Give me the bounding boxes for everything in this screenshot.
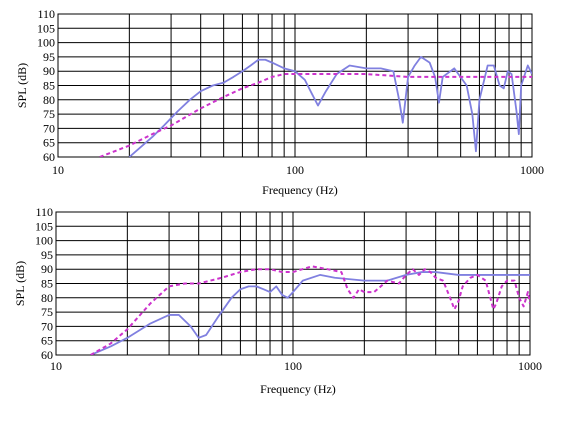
x-tick-label: 10 [52, 163, 64, 177]
y-tick-label: 60 [43, 150, 55, 164]
y-tick-label: 65 [41, 334, 53, 348]
y-tick-label: 110 [35, 205, 53, 219]
x-tick-label: 10 [50, 359, 62, 373]
y-tick-label: 95 [43, 50, 55, 64]
y-tick-label: 90 [41, 262, 53, 276]
y-tick-label: 80 [43, 93, 55, 107]
y-tick-label: 75 [41, 305, 53, 319]
y-tick-label: 105 [37, 21, 55, 35]
x-axis-label: Frequency (Hz) [262, 183, 338, 197]
y-tick-label: 60 [41, 348, 53, 362]
dashed-spl-series [90, 265, 530, 355]
y-tick-label: 100 [35, 234, 53, 248]
x-tick-label: 100 [286, 163, 304, 177]
dashed-spl-series [99, 73, 532, 157]
y-tick-label: 95 [41, 248, 53, 262]
x-tick-label: 1000 [518, 359, 542, 373]
x-axis-label: Frequency (Hz) [260, 382, 336, 396]
y-tick-label: 110 [37, 7, 55, 21]
y-tick-label: 105 [35, 219, 53, 233]
solid-spl-series [128, 56, 532, 157]
y-axis-label: SPL (dB) [15, 63, 29, 108]
y-tick-label: 90 [43, 64, 55, 78]
x-tick-label: 1000 [520, 163, 544, 177]
y-axis-label: SPL (dB) [13, 261, 27, 306]
x-tick-label: 100 [284, 359, 302, 373]
y-tick-label: 80 [41, 291, 53, 305]
solid-spl-series [90, 271, 530, 355]
y-tick-label: 65 [43, 136, 55, 150]
y-tick-label: 85 [41, 277, 53, 291]
y-tick-label: 85 [43, 79, 55, 93]
y-tick-label: 70 [43, 121, 55, 135]
y-tick-label: 100 [37, 36, 55, 50]
y-tick-label: 75 [43, 107, 55, 121]
y-tick-label: 70 [41, 319, 53, 333]
